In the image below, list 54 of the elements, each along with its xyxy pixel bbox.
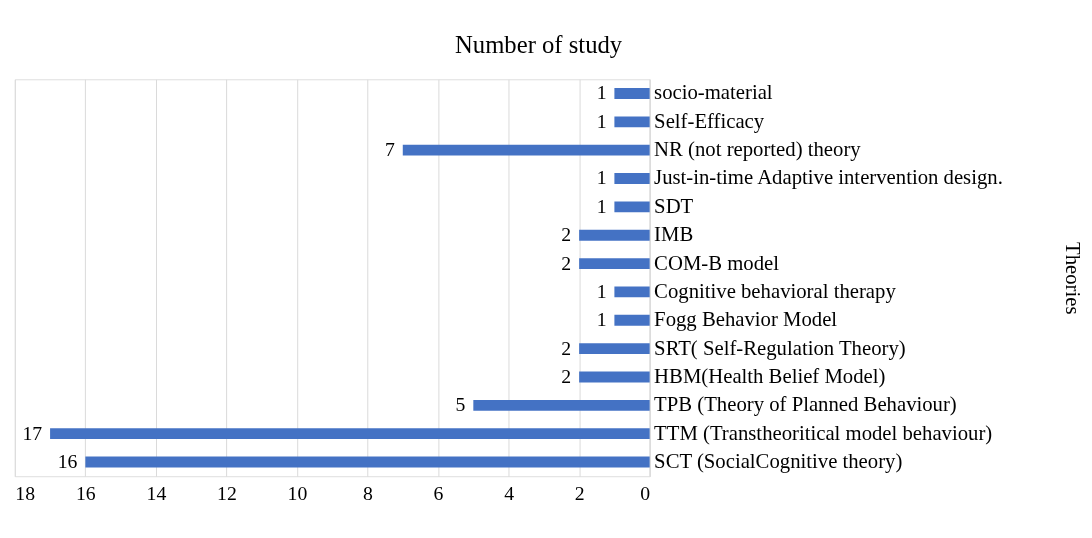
- data-label: 1: [596, 308, 607, 331]
- bar: [614, 286, 650, 298]
- y-tick-label: SRT( Self-Regulation Theory): [654, 336, 906, 360]
- data-label: 5: [455, 393, 466, 416]
- y-tick-label: IMB: [654, 223, 694, 246]
- x-tick-label: 2: [574, 482, 585, 505]
- bar: [473, 399, 650, 411]
- y-tick-label: COM-B model: [654, 251, 780, 274]
- y-tick-label: Just-in-time Adaptive intervention design.: [654, 166, 1003, 190]
- data-label: 1: [596, 166, 607, 189]
- x-tick-label: 18: [15, 482, 36, 505]
- data-label: 1: [596, 194, 607, 217]
- y-tick-label: HBM(Health Belief Model): [654, 364, 886, 388]
- data-label: 2: [561, 223, 572, 246]
- bar: [614, 173, 650, 184]
- data-label: 2: [561, 251, 572, 274]
- bar: [579, 258, 650, 270]
- data-label: 2: [561, 364, 572, 387]
- x-tick-label: 14: [146, 482, 167, 505]
- data-label: 17: [22, 421, 43, 444]
- y-tick-label: SDT: [654, 194, 694, 217]
- x-tick-label: 16: [75, 482, 96, 505]
- data-label: 7: [385, 138, 396, 161]
- x-tick-label: 8: [363, 482, 374, 505]
- y-tick-label: TPB (Theory of Planned Behaviour): [654, 393, 957, 417]
- bar: [614, 116, 650, 128]
- data-label: 2: [561, 336, 572, 359]
- data-label: 1: [596, 279, 607, 302]
- bar: [614, 314, 650, 326]
- x-tick-label: 10: [287, 482, 308, 505]
- chart-title: Number of study: [454, 30, 623, 58]
- y-tick-label: Fogg Behavior Model: [654, 308, 838, 332]
- x-tick-label: 6: [433, 482, 444, 505]
- bar: [614, 88, 650, 99]
- bar: [579, 371, 650, 383]
- data-label: 1: [596, 81, 607, 104]
- y-tick-label: Self-Efficacy: [654, 109, 765, 133]
- bar: [579, 343, 650, 355]
- bar: [50, 428, 650, 440]
- bar: [614, 201, 650, 213]
- data-label: 1: [596, 109, 607, 132]
- y-tick-label: socio-material: [654, 81, 773, 104]
- y-axis-title: Theories: [1061, 242, 1084, 315]
- x-tick-label: 12: [217, 482, 237, 505]
- y-tick-label: NR (not reported) theory: [654, 138, 862, 162]
- bar: [579, 229, 650, 241]
- x-tick-label: 0: [640, 482, 651, 505]
- y-tick-label: SCT (SocialCognitive theory): [654, 449, 903, 473]
- data-label: 16: [57, 449, 78, 472]
- x-tick-label: 4: [504, 482, 515, 505]
- bar: [85, 456, 650, 468]
- y-tick-label: Cognitive behavioral therapy: [654, 279, 897, 303]
- y-tick-label: TTM (Transtheoritical model behaviour): [654, 421, 993, 445]
- bar: [402, 144, 650, 156]
